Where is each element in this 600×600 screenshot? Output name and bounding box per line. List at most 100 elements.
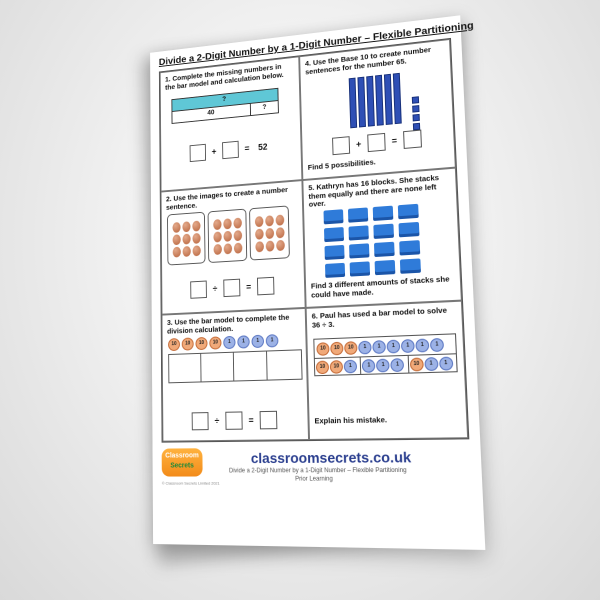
base10-one-cube xyxy=(412,105,420,113)
answer-box[interactable] xyxy=(367,132,386,153)
counter-ten: 10 xyxy=(409,356,424,371)
question-3: 3. Use the bar model to complete the div… xyxy=(161,307,310,442)
base10-ten-rod xyxy=(375,74,384,126)
balloon-image xyxy=(191,232,201,244)
block-image xyxy=(323,227,344,243)
base10-ten-rod xyxy=(366,75,375,127)
answer-box[interactable] xyxy=(191,412,209,431)
counter-one: 1 xyxy=(372,339,386,354)
balloon-image xyxy=(182,245,191,257)
block-image xyxy=(399,240,421,256)
counter-ten: 10 xyxy=(329,359,344,374)
counter-ten: 10 xyxy=(316,341,330,356)
question-6: 6. Paul has used a bar model to solve 36… xyxy=(305,300,469,441)
calculation-row: + = 52 xyxy=(161,135,300,165)
answer-box[interactable] xyxy=(223,278,241,298)
balloon-image xyxy=(233,229,242,241)
balloon-image xyxy=(223,242,232,254)
counter-one: 1 xyxy=(386,339,401,353)
equals-sign: = xyxy=(246,281,252,293)
footer-subtitle-2: Prior Learning xyxy=(295,476,333,483)
block-stacks xyxy=(323,203,423,278)
bar-group: 10 1 1 xyxy=(408,354,456,372)
balloon-image xyxy=(172,246,181,258)
counter-one: 1 xyxy=(223,335,236,350)
question-6-text: 6. Paul has used a bar model to solve 36… xyxy=(311,305,448,330)
bar-model-part-right: ? xyxy=(262,104,267,112)
answer-box[interactable] xyxy=(190,280,207,299)
block-image xyxy=(397,203,419,220)
place-value-counters: 10 10 10 10 1 1 1 1 xyxy=(168,334,279,352)
base10-ten-rod xyxy=(357,76,366,128)
balloon-groups xyxy=(167,205,290,266)
answer-box[interactable] xyxy=(222,140,239,160)
counter-one: 1 xyxy=(376,358,391,372)
balloon-image xyxy=(182,233,191,245)
balloon-image xyxy=(233,242,242,254)
balloon-group xyxy=(167,211,206,266)
equals-sign: = xyxy=(244,143,250,154)
question-6-footer: Explain his mistake. xyxy=(314,414,388,426)
balloon-image xyxy=(181,220,191,232)
counter-ten: 10 xyxy=(168,338,180,352)
answer-box[interactable] xyxy=(225,411,243,430)
block-image xyxy=(323,209,344,225)
block-image xyxy=(398,221,420,238)
block-image xyxy=(373,223,394,239)
question-5-text: 5. Kathryn has 16 blocks. She stacks the… xyxy=(308,172,440,210)
counter-one: 1 xyxy=(438,356,453,371)
bar-section[interactable] xyxy=(267,350,302,379)
counter-one: 1 xyxy=(400,338,415,353)
counter-one: 1 xyxy=(415,337,430,352)
bar-section[interactable] xyxy=(169,353,202,383)
operator: + xyxy=(211,146,217,157)
bar-section[interactable] xyxy=(201,352,235,382)
balloon-image xyxy=(264,227,274,239)
balloon-image xyxy=(222,217,232,229)
base10-one-cube xyxy=(412,113,420,122)
answer-box[interactable] xyxy=(332,136,351,156)
block-image xyxy=(324,262,346,278)
operator: ÷ xyxy=(214,415,220,426)
counter-ten: 10 xyxy=(209,336,222,350)
block-image xyxy=(373,241,395,258)
block-image xyxy=(374,259,396,276)
balloon-image xyxy=(275,239,285,251)
counter-one: 1 xyxy=(429,337,445,352)
balloon-image xyxy=(275,214,284,226)
answer-box[interactable] xyxy=(256,276,275,296)
block-image xyxy=(349,243,370,259)
balloon-image xyxy=(172,221,181,233)
counter-one: 1 xyxy=(251,334,265,349)
base10-tens xyxy=(348,72,402,129)
classroom-secrets-logo: Classroom Secrets xyxy=(161,448,203,477)
question-5-footer: Find 3 different amounts of stacks she c… xyxy=(310,274,450,300)
counter-one: 1 xyxy=(362,358,376,373)
counter-ten: 10 xyxy=(315,360,330,374)
answer-box[interactable] xyxy=(403,129,422,149)
calculation-row: ÷ = xyxy=(163,410,308,431)
website-link[interactable]: classroomsecrets.co.uk xyxy=(250,448,412,467)
counter-ten: 10 xyxy=(330,341,344,355)
balloon-image xyxy=(254,228,264,240)
counter-one: 1 xyxy=(423,356,439,371)
balloon-image xyxy=(223,230,232,242)
question-4-footer: Find 5 possibilities. xyxy=(307,157,376,172)
answer-box[interactable] xyxy=(189,143,207,163)
question-4-text: 4. Use the Base 10 to create number sent… xyxy=(304,45,432,77)
bar-section[interactable] xyxy=(233,351,268,381)
question-1: 1. Complete the missing numbers in the b… xyxy=(159,56,303,192)
bar-group: 10 10 1 xyxy=(314,357,362,376)
question-grid: 1. Complete the missing numbers in the b… xyxy=(158,37,470,443)
balloon-image xyxy=(172,233,181,245)
answer-box[interactable] xyxy=(259,410,278,430)
block-image xyxy=(348,225,369,241)
balloon-image xyxy=(191,220,201,232)
counter-ten: 10 xyxy=(181,337,194,351)
balloon-image xyxy=(213,243,222,255)
counter-ten: 10 xyxy=(344,340,358,355)
copyright: © Classroom Secrets Limited 2021 xyxy=(161,480,220,486)
